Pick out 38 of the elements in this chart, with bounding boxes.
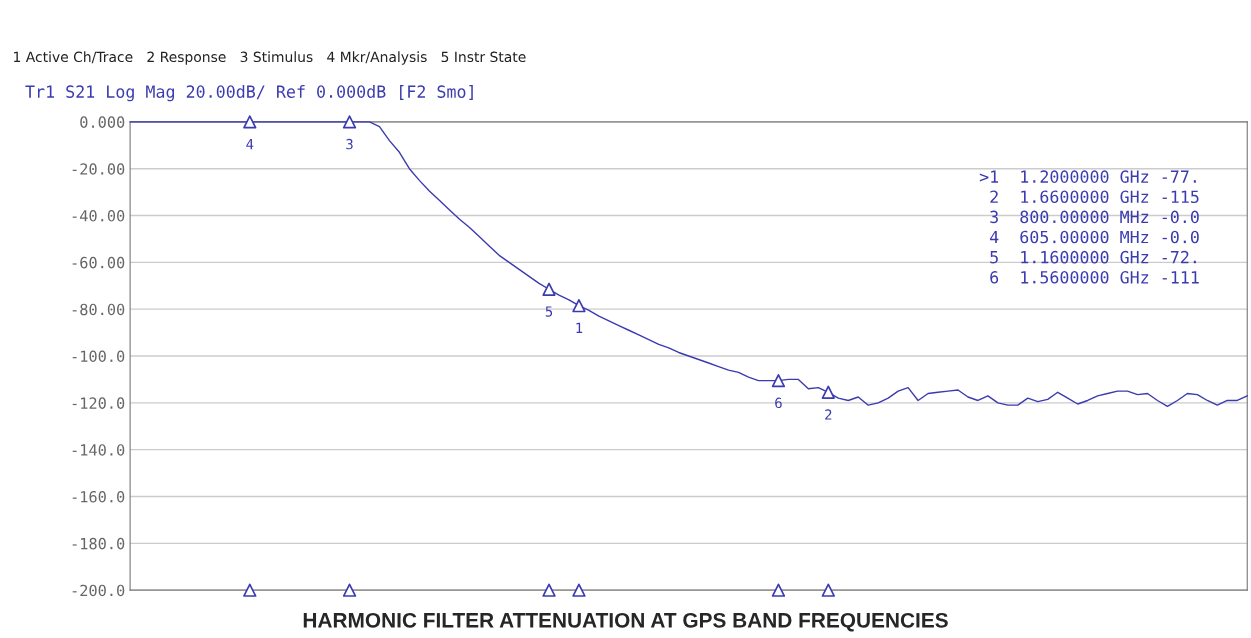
point: [342, 583, 357, 597]
annotation: 6 1.5600000 GHz -111: [990, 271, 1199, 284]
y-tick-label: -40.00: [72, 210, 125, 222]
point: [771, 583, 786, 597]
point: [821, 583, 835, 597]
point: [771, 373, 786, 388]
annotation: 2 1.6600000 GHz -115: [990, 190, 1199, 204]
y-tick-label: -20.00: [72, 163, 125, 175]
text: Tr1 S21 Log Mag 20.00dB/ Ref 0.000dB [F2 Smo]: [25, 85, 473, 102]
point: [243, 583, 257, 597]
annotation: 4 605.00000 MHz -0.0: [990, 230, 1199, 244]
point: [572, 583, 586, 597]
text: HARMONIC FILTER ATTENUATION AT GPS BAND FREQUENCIES: [303, 612, 948, 632]
series-label: 5: [545, 306, 553, 317]
y-tick-label: -80.00: [72, 303, 125, 316]
series-label: 1: [576, 322, 583, 333]
y-tick-label: 0.000: [80, 116, 125, 128]
point: [342, 115, 357, 129]
point: [542, 583, 556, 597]
series-label: 4: [246, 139, 254, 150]
y-tick-label: -180.0: [72, 537, 125, 550]
text: 1 Active Ch/Trace 2 Response 3 Stimulus 4 Mkr/Analysis 5 Instr State: [14, 51, 526, 65]
annotation: 3 800.00000 MHz -0.0: [990, 210, 1199, 224]
point: [542, 282, 556, 296]
y-tick-label: -200.0: [72, 584, 125, 597]
point: [572, 299, 586, 313]
y-tick-label: -60.00: [72, 256, 125, 269]
series-label: 6: [775, 397, 782, 409]
y-tick-label: -140.0: [72, 444, 125, 456]
annotation: >1 1.2000000 GHz -77.: [979, 170, 1196, 183]
y-tick-label: -160.0: [72, 491, 125, 503]
point: [821, 385, 835, 399]
series-label: 2: [825, 409, 832, 420]
y-tick-label: -100.0: [72, 350, 125, 363]
series-label: 3: [346, 138, 353, 150]
point: [243, 115, 257, 129]
annotation: 5 1.1600000 GHz -72.: [990, 250, 1196, 264]
y-tick-label: -120.0: [72, 397, 125, 409]
